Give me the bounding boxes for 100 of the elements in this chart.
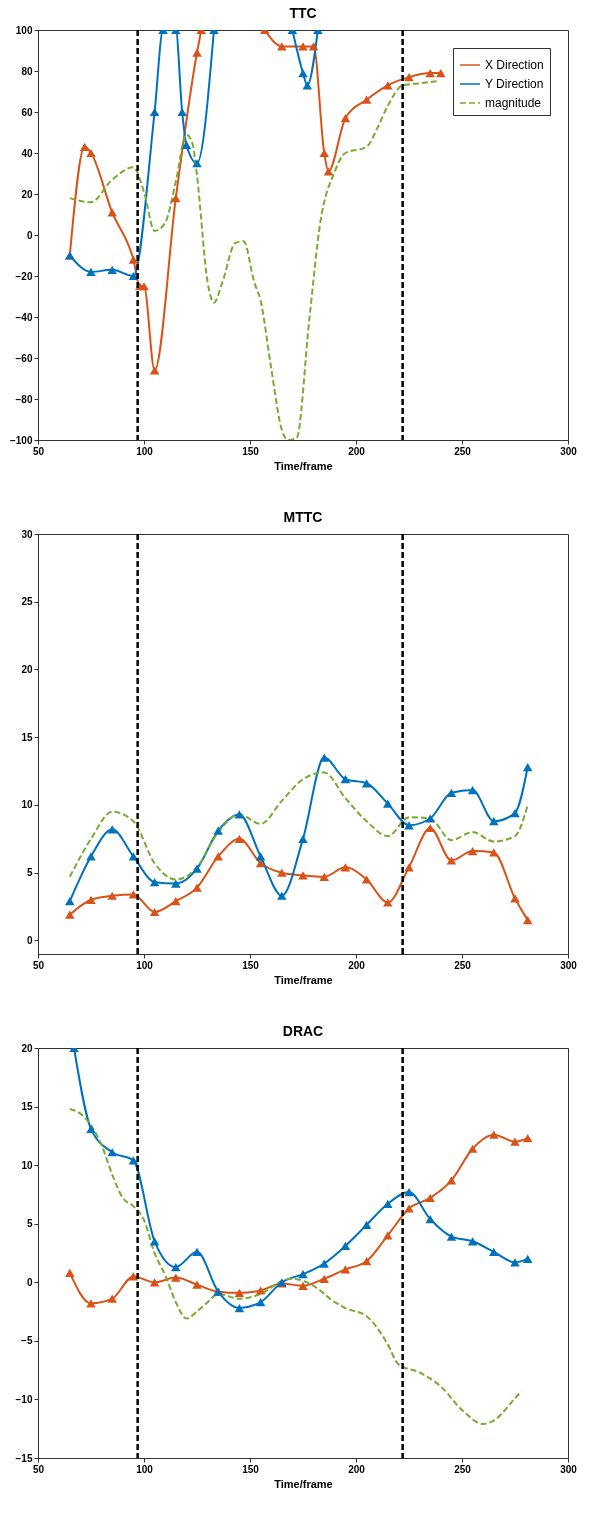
point [128,1272,139,1281]
x-tick-label: 100 [136,1463,154,1475]
point [255,1298,266,1307]
point [361,779,372,788]
point [522,1254,533,1263]
point [404,73,414,82]
point [171,1273,181,1282]
point [149,1278,160,1287]
point [319,753,329,762]
point [128,1156,139,1165]
point [510,894,520,903]
x-axis-title: Time/frame [274,1477,333,1490]
x-tick-label: 50 [32,959,45,971]
point [404,1187,414,1197]
x-tick-label: 150 [242,1463,260,1475]
point [255,859,266,868]
point [192,1280,202,1289]
point [171,193,181,203]
point [361,95,372,104]
x-tick-label: 300 [560,445,578,457]
point [107,891,117,900]
x-tick-label: 300 [560,959,578,971]
y-tick-label: 5 [26,867,33,879]
x-tick-label: 200 [348,1463,366,1475]
point [171,897,181,906]
x-tick-label: 200 [348,445,366,457]
y-tick-label: −100 [9,434,33,446]
point [192,48,202,57]
line-series [68,80,438,440]
point [340,1265,351,1274]
legend-label: X Direction [485,58,544,72]
x-axis-title: Time/frame [274,973,333,986]
y-tick-label: 0 [26,229,33,241]
point [86,1124,96,1133]
point [308,42,319,51]
point [86,852,96,861]
point [383,1199,393,1208]
point [192,864,202,873]
point [149,878,160,887]
point [192,883,202,892]
y-tick-label: 80 [21,65,33,77]
point [446,1176,457,1185]
y-tick-label: −60 [15,352,33,364]
point [522,762,533,772]
point [467,846,478,856]
point [213,852,223,861]
point [340,1241,351,1251]
point [107,208,117,217]
x-tick-label: 300 [560,1463,578,1475]
point [510,808,520,818]
point [383,1231,393,1240]
y-tick-label: −20 [15,270,33,282]
point [86,895,96,904]
y-tick-label: −10 [15,1393,33,1405]
point [149,366,160,375]
legend-label: magnitude [485,96,542,110]
y-tick-label: 100 [15,24,33,36]
point [298,68,308,78]
point [361,1220,372,1229]
point [277,42,287,51]
point [340,775,351,784]
x-tick-label: 100 [136,959,154,971]
y-tick-label: 20 [21,1042,33,1054]
chart-title: DRAC [282,1023,324,1039]
point [425,1214,435,1224]
y-tick-label: −80 [15,393,33,405]
point [298,42,308,51]
point [277,868,287,877]
point [436,68,446,78]
point [404,821,414,830]
point [86,267,96,277]
point [79,142,90,151]
point [319,148,329,158]
point [298,1269,308,1279]
point [323,167,334,176]
point [467,1237,478,1246]
x-tick-label: 50 [32,1463,45,1475]
point [65,897,75,906]
point [234,834,245,843]
point [340,863,351,872]
point [139,282,149,291]
y-tick-label: −15 [15,1452,33,1464]
point [192,159,202,168]
point [425,823,435,833]
point [171,1262,181,1272]
point [298,834,308,843]
point [383,81,393,90]
x-tick-label: 150 [242,959,260,971]
point [149,1237,160,1246]
point [192,1247,202,1256]
point [128,255,139,264]
point [489,1130,499,1139]
y-tick-label: 25 [21,596,33,608]
point [404,863,414,872]
point [234,1288,245,1297]
point [425,68,435,78]
point [383,799,393,808]
y-tick-label: 20 [21,188,33,200]
point [361,875,372,884]
point [467,1144,478,1153]
